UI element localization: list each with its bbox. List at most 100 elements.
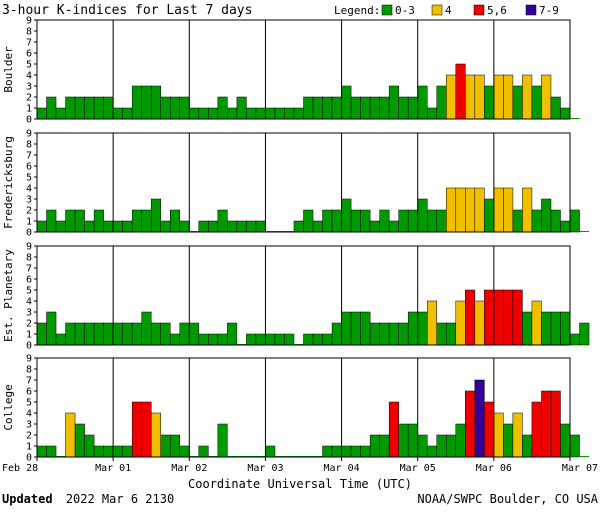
bar-boulder-31 [331,96,342,120]
bar-boulder-19 [217,96,228,120]
panel-label-college: College [2,384,15,430]
bar-boulder-1 [46,96,57,120]
bar-est-planetary-39 [407,311,418,346]
bar-college-17 [198,445,209,458]
bar-fredericksburg-40 [417,198,428,233]
x-axis-title: Coordinate Universal Time (UTC) [188,477,412,491]
bar-fredericksburg-43 [446,187,457,233]
bar-est-planetary-26 [284,333,295,346]
bar-boulder-15 [179,96,190,120]
bar-fredericksburg-2 [55,220,66,233]
bar-fredericksburg-1 [46,209,57,233]
xtick-label-mar-07: Mar 07 [562,463,598,474]
bar-college-19 [217,423,228,458]
bar-est-planetary-22 [246,333,257,346]
bar-boulder-41 [426,107,438,120]
bar-boulder-55 [560,107,571,120]
ytick-label-fredericksburg-8: 8 [26,140,32,151]
bar-est-planetary-10 [131,322,142,346]
bar-boulder-51 [522,74,533,120]
footer-updated-label: Updated [2,492,53,506]
bar-college-41 [426,445,438,458]
ytick-label-boulder-4: 4 [26,71,32,82]
bar-college-11 [141,401,152,458]
ytick-label-college-8: 8 [26,365,32,376]
bar-est-planetary-29 [312,333,323,346]
bar-boulder-5 [84,96,95,120]
bar-fredericksburg-34 [360,209,371,233]
bar-est-planetary-23 [255,333,266,346]
bar-fredericksburg-39 [407,209,418,233]
bar-fredericksburg-7 [103,220,114,233]
legend: Legend: 0-3 4 5,6 7-9 [334,4,559,17]
bar-boulder-25 [274,107,285,120]
bar-est-planetary-16 [189,322,200,346]
ytick-label-est-planetary-2: 2 [26,319,32,330]
ytick-label-fredericksburg-0: 0 [26,228,32,239]
xtick-label-feb-28: Feb 28 [2,463,38,474]
bar-college-31 [331,445,342,458]
bar-college-47 [484,401,495,458]
bar-boulder-6 [93,96,104,120]
bar-boulder-7 [103,96,114,120]
ytick-label-est-planetary-0: 0 [26,341,32,352]
bar-fredericksburg-42 [436,209,447,233]
bar-college-39 [407,423,418,458]
bar-boulder-18 [208,107,219,120]
panels: 0123456789Boulder0123456789Fredericksbur… [2,16,590,464]
ytick-label-boulder-9: 9 [26,16,32,27]
bar-est-planetary-37 [388,322,399,346]
ytick-label-college-3: 3 [26,420,32,431]
bar-boulder-35 [369,96,380,120]
panel-label-fredericksburg: Fredericksburg [2,136,15,229]
bar-boulder-14 [170,96,181,120]
bar-boulder-26 [284,107,295,120]
ytick-label-college-4: 4 [26,409,32,420]
ytick-label-est-planetary-7: 7 [26,264,32,275]
bar-fredericksburg-17 [198,220,209,233]
footer-source: NOAA/SWPC Boulder, CO USA [417,492,598,506]
bar-fredericksburg-14 [170,209,181,233]
bar-fredericksburg-55 [560,220,571,233]
bar-boulder-24 [265,107,276,120]
xtick-label-mar-06: Mar 06 [476,463,512,474]
bar-est-planetary-43 [446,322,457,346]
bar-est-planetary-8 [112,322,123,346]
bar-boulder-28 [303,96,314,120]
ytick-label-est-planetary-9: 9 [26,242,32,253]
bar-fredericksburg-56 [569,209,580,233]
bar-fredericksburg-46 [474,187,485,233]
bar-boulder-39 [407,96,418,120]
bar-college-24 [265,445,276,458]
bar-college-34 [360,445,371,458]
panel-label-est-planetary: Est. Planetary [2,249,15,342]
ytick-label-boulder-5: 5 [26,60,32,71]
bar-college-55 [560,423,571,458]
bar-college-0 [36,445,47,458]
bar-boulder-23 [255,107,266,120]
bar-college-4 [74,423,85,458]
xtick-label-mar-01: Mar 01 [95,463,131,474]
bar-college-46 [474,379,485,458]
bar-fredericksburg-47 [484,198,495,233]
legend-swatch-0-3 [381,4,393,16]
bar-boulder-40 [417,85,428,120]
bar-fredericksburg-54 [550,209,561,233]
bar-est-planetary-54 [550,311,561,346]
bar-est-planetary-2 [55,333,66,346]
bar-fredericksburg-37 [388,220,399,233]
bar-fredericksburg-10 [131,209,142,233]
bar-est-planetary-34 [360,311,371,346]
ytick-label-est-planetary-6: 6 [26,275,32,286]
bar-college-48 [493,412,504,458]
bar-est-planetary-55 [560,311,571,346]
bar-college-43 [446,434,457,458]
ytick-label-est-planetary-1: 1 [26,330,32,341]
bar-boulder-38 [398,96,409,120]
bar-fredericksburg-0 [36,220,47,233]
xtick-label-mar-03: Mar 03 [247,463,283,474]
bar-est-planetary-40 [417,311,428,346]
